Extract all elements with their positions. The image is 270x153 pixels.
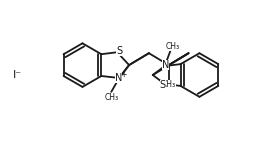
Text: N: N — [114, 73, 122, 83]
Text: I⁻: I⁻ — [12, 70, 22, 80]
Text: +: + — [120, 69, 126, 78]
Text: CH₃: CH₃ — [104, 93, 118, 102]
Text: CH₃: CH₃ — [162, 80, 176, 89]
Text: S: S — [116, 46, 122, 56]
Text: N: N — [162, 60, 169, 70]
Text: CH₃: CH₃ — [166, 42, 180, 51]
Text: S: S — [160, 80, 166, 90]
